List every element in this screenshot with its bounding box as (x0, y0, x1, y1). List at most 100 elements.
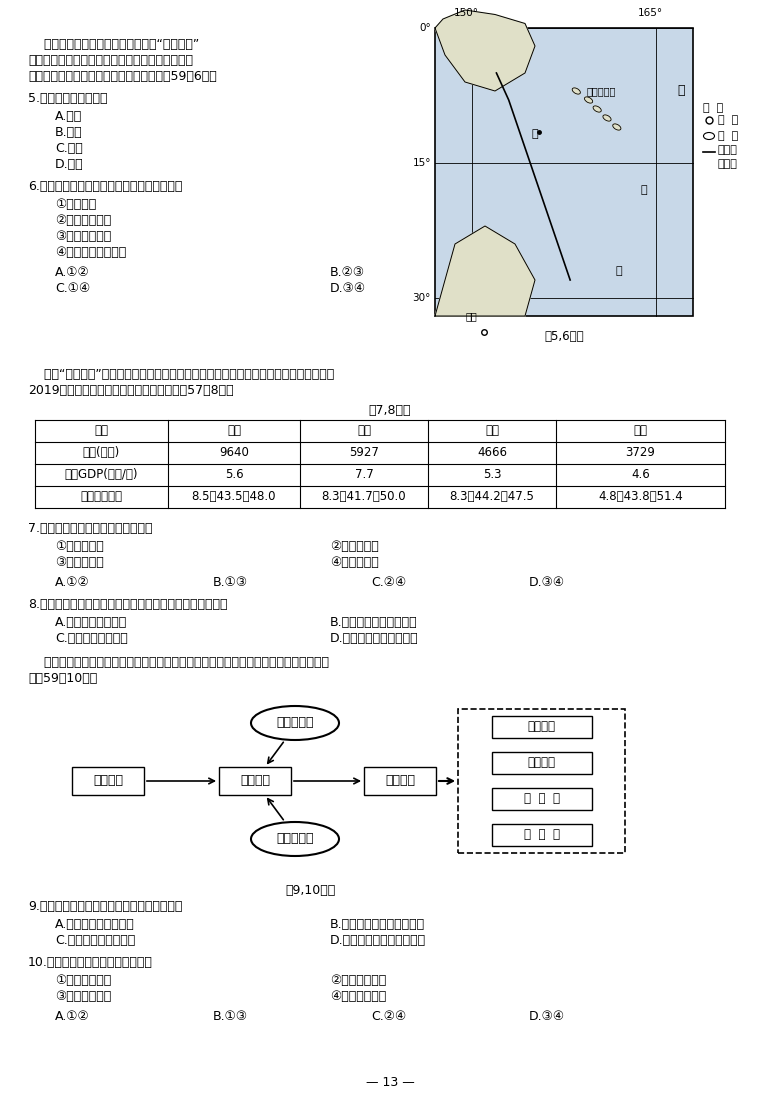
Text: 8.3：41.7：50.0: 8.3：41.7：50.0 (321, 491, 406, 503)
Text: D.③④: D.③④ (529, 576, 566, 589)
Text: C.山西省农业基础好: C.山西省农业基础好 (55, 632, 128, 645)
Text: 甲: 甲 (531, 129, 537, 139)
Text: 山西: 山西 (633, 425, 647, 438)
Text: 亡边界: 亡边界 (718, 159, 738, 169)
Text: 4.6: 4.6 (631, 469, 650, 482)
Text: 芯片设计: 芯片设计 (93, 774, 123, 788)
Text: 4666: 4666 (477, 447, 507, 460)
Text: 半导体设备: 半导体设备 (276, 717, 314, 729)
FancyBboxPatch shape (491, 824, 591, 846)
Text: 板块消: 板块消 (718, 144, 738, 156)
Text: 生态系统。下图为世界部分区域略图。完成59、6题。: 生态系统。下图为世界部分区域略图。完成59、6题。 (28, 69, 217, 83)
Text: 第9,10题图: 第9,10题图 (285, 884, 335, 897)
Ellipse shape (603, 115, 611, 121)
Text: 海草为海洋中的高等被子植物，有“海洋之肺”: 海草为海洋中的高等被子植物，有“海洋之肺” (28, 38, 199, 51)
Polygon shape (435, 10, 535, 92)
Text: 分立器件: 分立器件 (527, 720, 555, 733)
Text: ①推行清洁生产: ①推行清洁生产 (55, 974, 112, 987)
FancyBboxPatch shape (491, 716, 591, 738)
Text: 30°: 30° (413, 293, 431, 303)
Text: B.②③: B.②③ (330, 266, 365, 279)
Text: 之称。近年来所罗门群岛种植海草，形成了独特的: 之称。近年来所罗门群岛种植海草，形成了独特的 (28, 54, 193, 67)
Text: 第7,8题表: 第7,8题表 (369, 404, 411, 417)
Text: A.区域发展协调性减弱: A.区域发展协调性减弱 (55, 918, 135, 931)
Text: 太: 太 (677, 85, 685, 97)
Text: A.江西省经济水平高: A.江西省经济水平高 (55, 615, 127, 629)
Text: 8.5：43.5：48.0: 8.5：43.5：48.0 (192, 491, 276, 503)
Text: ③劳动密集型: ③劳动密集型 (55, 556, 104, 569)
Text: 150°: 150° (453, 8, 478, 18)
Text: ③改变洋流性质: ③改变洋流性质 (55, 231, 112, 243)
Text: B.海岭: B.海岭 (55, 126, 83, 139)
Ellipse shape (251, 706, 339, 740)
Text: 5.3: 5.3 (483, 469, 502, 482)
Text: C.②④: C.②④ (371, 576, 406, 589)
FancyBboxPatch shape (219, 767, 291, 795)
Ellipse shape (613, 124, 621, 130)
Text: 芯片封装: 芯片封装 (385, 774, 415, 788)
Text: 传  感  器: 传 感 器 (523, 828, 559, 842)
Text: 7.中部地区承接的产业类型，主要为: 7.中部地区承接的产业类型，主要为 (28, 522, 153, 535)
Text: B.①③: B.①③ (213, 1010, 248, 1022)
Polygon shape (435, 226, 535, 315)
Text: C.②④: C.②④ (371, 1010, 406, 1022)
Text: B.①③: B.①③ (213, 576, 248, 589)
Text: ①净化水质: ①净化水质 (55, 199, 96, 211)
Text: ②提供农副产品: ②提供农副产品 (55, 214, 112, 227)
Text: ④降低生产成本: ④降低生产成本 (330, 990, 386, 1003)
Text: ②技术密集型: ②技术密集型 (330, 540, 379, 553)
Text: C.海盆: C.海盆 (55, 142, 83, 156)
Bar (435, 28, 693, 315)
Text: 河南: 河南 (227, 425, 241, 438)
Text: 人口(万人): 人口(万人) (83, 447, 120, 460)
Text: 洋: 洋 (616, 266, 622, 276)
Text: A.海沟: A.海沟 (55, 110, 82, 124)
Text: 6.种植海草对当地海洋生态环境的有利影响有: 6.种植海草对当地海洋生态环境的有利影响有 (28, 180, 183, 193)
Text: 指标: 指标 (94, 425, 108, 438)
Text: 完成59，10题。: 完成59，10题。 (28, 672, 98, 685)
Text: 水  域: 水 域 (718, 131, 738, 141)
Bar (458, 709, 625, 853)
Text: ④为鱼类提供栖息地: ④为鱼类提供栖息地 (55, 246, 126, 259)
Text: 0°: 0° (420, 23, 431, 33)
Text: 5.6: 5.6 (225, 469, 243, 482)
Text: ④资源密集型: ④资源密集型 (330, 556, 379, 569)
Text: ①资金密集型: ①资金密集型 (55, 540, 104, 553)
Text: 芯片制造: 芯片制造 (240, 774, 270, 788)
Ellipse shape (251, 822, 339, 856)
Ellipse shape (573, 88, 580, 94)
Text: 9640: 9640 (219, 447, 249, 460)
Text: 165°: 165° (637, 8, 663, 18)
Text: A.①②: A.①② (55, 1010, 90, 1022)
Text: D.③④: D.③④ (330, 282, 366, 295)
Text: 半导体材料: 半导体材料 (276, 833, 314, 846)
Text: 图  例: 图 例 (703, 103, 723, 113)
Text: 4.8：43.8：51.4: 4.8：43.8：51.4 (598, 491, 682, 503)
Text: D.产业对自然资源依赖增强: D.产业对自然资源依赖增强 (330, 934, 426, 947)
Text: 2019年中部四个省发展状况部分数据。完成57、8题。: 2019年中部四个省发展状况部分数据。完成57、8题。 (28, 384, 234, 397)
Text: 三次产业结构: 三次产业结构 (80, 491, 122, 503)
Text: 城  市: 城 市 (718, 115, 738, 125)
Text: 第5,6题图: 第5,6题图 (544, 330, 583, 343)
Text: 集成电路: 集成电路 (527, 757, 555, 770)
Text: 15°: 15° (413, 158, 431, 168)
Text: 悉尼: 悉尼 (466, 311, 477, 321)
Text: 湖北: 湖北 (357, 425, 371, 438)
Text: 随着“中部崛起”发展战略的实施，中部地区承接东部产业转移的能力不断提高。下表为: 随着“中部崛起”发展战略的实施，中部地区承接东部产业转移的能力不断提高。下表为 (28, 368, 335, 381)
Text: ②避免无序竞争: ②避免无序竞争 (330, 974, 386, 987)
Text: 5.甲处海底宏观地形是: 5.甲处海底宏观地形是 (28, 92, 108, 105)
Text: 10.半导体产业分散布局有利于企业: 10.半导体产业分散布局有利于企业 (28, 956, 153, 970)
FancyBboxPatch shape (72, 767, 144, 795)
FancyBboxPatch shape (364, 767, 436, 795)
Ellipse shape (593, 106, 601, 113)
Text: C.地区间人才流动减少: C.地区间人才流动减少 (55, 934, 135, 947)
Text: A.①②: A.①② (55, 266, 90, 279)
Text: 8.关于中部四个省承接产业转移比较优势的叙述，正确的是: 8.关于中部四个省承接产业转移比较优势的叙述，正确的是 (28, 598, 228, 611)
Text: D.河南省劳动力资源丰富: D.河南省劳动力资源丰富 (330, 632, 419, 645)
Text: 9.半导体产业布局呼现分散趋势，主要得益于: 9.半导体产业布局呼现分散趋势，主要得益于 (28, 900, 183, 913)
Text: 3729: 3729 (626, 447, 655, 460)
Text: 所罗门群岛: 所罗门群岛 (586, 86, 615, 96)
Text: B.地区间信息联系更加便捷: B.地区间信息联系更加便捷 (330, 918, 425, 931)
Text: 人均GDP(万元/人): 人均GDP(万元/人) (65, 469, 138, 482)
Text: C.①④: C.①④ (55, 282, 90, 295)
